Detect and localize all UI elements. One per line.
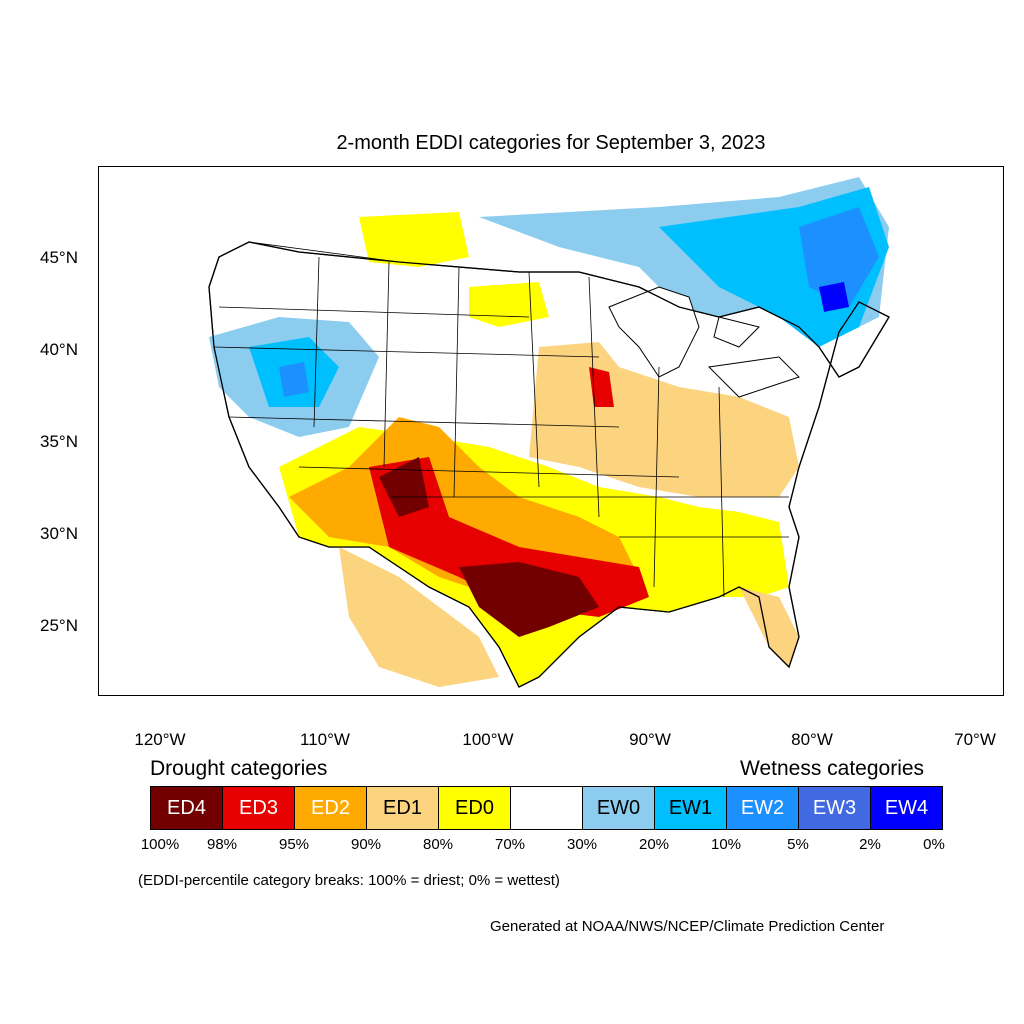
ew2-northeast — [799, 207, 879, 307]
percentile-label: 2% — [859, 836, 881, 853]
legend-swatch-ed3: ED3 — [222, 786, 295, 830]
legend-swatch-ew4: EW4 — [870, 786, 943, 830]
drought-heading: Drought categories — [150, 757, 328, 780]
lon-label-100: 100°W — [462, 730, 514, 749]
ed1-south — [339, 547, 499, 687]
percentile-label: 10% — [710, 836, 742, 853]
percentile-label: 30% — [566, 836, 598, 853]
legend-swatch-ew3: EW3 — [798, 786, 871, 830]
lon-label-80: 80°W — [791, 730, 833, 749]
lat-label-45: 45°N — [40, 248, 78, 267]
legend-swatch-ew1: EW1 — [654, 786, 727, 830]
legend-swatch-ew0: EW0 — [582, 786, 655, 830]
legend-swatch-ed4: ED4 — [150, 786, 223, 830]
great-lakes — [608, 286, 800, 398]
percentile-label: 90% — [350, 836, 382, 853]
legend-swatch-neutral — [510, 786, 583, 830]
lat-label-40: 40°N — [40, 340, 78, 359]
ed3-iowa — [589, 367, 614, 407]
ed4-texas — [459, 562, 599, 637]
legend-swatch-ew2: EW2 — [726, 786, 799, 830]
percentile-label: 100% — [140, 836, 180, 853]
lat-label-30: 30°N — [40, 524, 78, 543]
map-title: 2-month EDDI categories for September 3,… — [336, 132, 766, 154]
lat-label-35: 35°N — [40, 432, 78, 451]
lon-label-120: 120°W — [134, 730, 186, 749]
percentile-label: 5% — [787, 836, 809, 853]
eddi-map — [208, 167, 1003, 688]
ed1-florida — [739, 587, 799, 667]
legend-swatch-ed1: ED1 — [366, 786, 439, 830]
ew4-northeast — [819, 282, 849, 312]
category-legend: ED4 ED3 ED2 ED1 ED0 EW0 EW1 EW2 EW3 EW4 — [150, 786, 943, 830]
percentile-label: 98% — [206, 836, 238, 853]
percentile-label: 80% — [422, 836, 454, 853]
ed4-region — [379, 457, 429, 517]
ew2-utah — [279, 362, 309, 397]
legend-swatch-ed0: ED0 — [438, 786, 511, 830]
credit-text: Generated at NOAA/NWS/NCEP/Climate Predi… — [490, 918, 885, 935]
lon-label-110: 110°W — [300, 730, 350, 749]
percentile-label: 0% — [923, 836, 945, 853]
wetness-heading: Wetness categories — [740, 757, 925, 780]
ed0-north — [359, 212, 469, 267]
percentile-label: 95% — [278, 836, 310, 853]
percentile-label: 20% — [638, 836, 670, 853]
lon-label-70: 70°W — [954, 730, 996, 749]
lat-label-25: 25°N — [40, 616, 78, 635]
legend-swatch-ed2: ED2 — [294, 786, 367, 830]
coastline — [208, 241, 890, 688]
percentile-label: 70% — [494, 836, 526, 853]
map-panel[interactable] — [98, 166, 1004, 696]
lon-label-90: 90°W — [629, 730, 671, 749]
category-note: (EDDI-percentile category breaks: 100% =… — [138, 872, 560, 889]
